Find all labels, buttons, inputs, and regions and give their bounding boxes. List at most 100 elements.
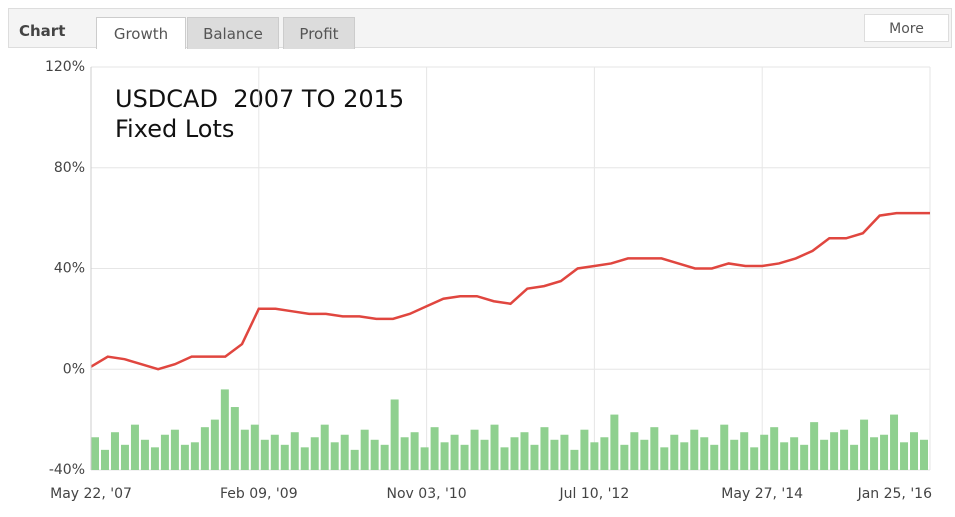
volume-bar <box>380 444 389 470</box>
volume-bar <box>640 439 649 470</box>
volume-bar <box>920 439 928 470</box>
volume-bar <box>620 444 629 470</box>
volume-bar <box>560 434 569 470</box>
volume-bar <box>150 447 159 470</box>
volume-bar <box>700 437 709 470</box>
volume-bar <box>390 399 399 470</box>
tab-header: Chart <box>19 22 66 40</box>
volume-bar <box>160 434 169 470</box>
x-tick-label: Jan 25, '16 <box>857 486 933 502</box>
volume-bar <box>530 444 539 470</box>
volume-bar <box>510 437 519 470</box>
tab[interactable]: Growth <box>96 17 186 49</box>
volume-bar <box>340 434 349 470</box>
volume-bar <box>890 414 899 470</box>
volume-bar <box>300 447 309 470</box>
volume-bar <box>660 447 669 470</box>
volume-bar <box>430 427 439 470</box>
tab[interactable]: Balance <box>187 17 279 49</box>
x-tick-label: May 22, '07 <box>50 486 132 502</box>
y-tick-label: -40% <box>49 462 85 478</box>
volume-bar <box>590 442 599 470</box>
y-tick-label: 0% <box>63 361 85 377</box>
volume-bar <box>770 427 779 470</box>
volume-bar <box>350 449 359 470</box>
x-tick-label: Feb 09, '09 <box>220 486 298 502</box>
annotation: USDCAD 2007 TO 2015 <box>115 85 404 113</box>
tab[interactable]: Profit <box>283 17 355 49</box>
annotation: Fixed Lots <box>115 115 234 143</box>
x-tick-label: Nov 03, '10 <box>387 486 467 502</box>
volume-bar <box>870 437 879 470</box>
volume-bar <box>710 444 719 470</box>
volume-bar <box>730 439 739 470</box>
volume-bar <box>750 447 759 470</box>
volume-bar <box>880 434 889 470</box>
volume-bar <box>650 427 659 470</box>
volume-bar <box>630 432 639 470</box>
volume-bar <box>550 439 559 470</box>
volume-bar <box>580 429 589 470</box>
volume-bar <box>220 389 229 470</box>
volume-bar <box>690 429 699 470</box>
x-tick-label: May 27, '14 <box>721 486 803 502</box>
volume-bar <box>790 437 799 470</box>
volume-bar <box>820 439 829 470</box>
volume-bar <box>140 439 149 470</box>
volume-bar <box>120 444 129 470</box>
volume-bar <box>130 424 139 470</box>
volume-bar <box>460 444 469 470</box>
volume-bar <box>610 414 619 470</box>
volume-bar <box>360 429 369 470</box>
volume-bar <box>310 437 319 470</box>
volume-bar <box>490 424 499 470</box>
growth-line <box>90 211 930 371</box>
more-button[interactable]: More <box>864 14 949 42</box>
volume-bar <box>740 432 749 470</box>
volume-bar <box>200 427 209 470</box>
tab-bar: Chart Growth Balance Profit More <box>8 8 952 49</box>
y-tick-label: 120% <box>45 59 85 75</box>
volume-bar <box>210 419 219 470</box>
volume-bar <box>860 419 869 470</box>
volume-bar <box>410 432 419 470</box>
volume-bar <box>570 449 579 470</box>
volume-bar <box>170 429 179 470</box>
volume-bar <box>420 447 429 470</box>
volume-bar <box>900 442 909 470</box>
y-tick-label: 80% <box>54 160 85 176</box>
volume-bar <box>850 444 859 470</box>
y-tick-label: 40% <box>54 261 85 277</box>
volume-bar <box>720 424 729 470</box>
volume-bar <box>180 444 189 470</box>
volume-bar <box>450 434 459 470</box>
volume-bar <box>270 434 279 470</box>
volume-bar <box>330 442 339 470</box>
volume-bar <box>260 439 269 470</box>
volume-bar <box>780 442 789 470</box>
volume-bar <box>400 437 409 470</box>
volume-bar <box>440 442 449 470</box>
volume-bar <box>290 432 299 470</box>
volume-bar <box>190 442 199 470</box>
volume-bar <box>760 434 769 470</box>
volume-bar <box>370 439 379 470</box>
volume-bar <box>91 437 99 470</box>
volume-bar <box>800 444 809 470</box>
volume-bar <box>540 427 549 470</box>
volume-bar <box>100 449 109 470</box>
volume-bar <box>500 447 509 470</box>
volume-bar <box>520 432 529 470</box>
volume-bar <box>250 424 259 470</box>
volume-bar <box>280 444 289 470</box>
volume-bar <box>470 429 479 470</box>
volume-bar <box>840 429 849 470</box>
volume-bar <box>240 429 249 470</box>
volume-bar <box>670 434 679 470</box>
volume-bar <box>680 442 689 470</box>
volume-bar <box>600 437 609 470</box>
volume-bar <box>230 407 239 470</box>
volume-bar <box>830 432 839 470</box>
